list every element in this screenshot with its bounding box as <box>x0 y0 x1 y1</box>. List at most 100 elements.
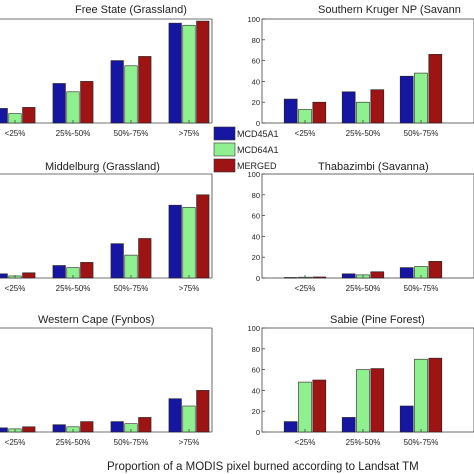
bar-mcd45a1 <box>52 83 66 124</box>
y-tick-label: 80 <box>252 191 260 200</box>
bar-mcd45a1 <box>283 421 298 433</box>
y-tick-label: 60 <box>252 212 260 221</box>
x-tick-label: 50%-75% <box>404 129 439 138</box>
bar-mcd64a1 <box>298 381 312 433</box>
bar-merged <box>22 272 36 279</box>
bar-merged <box>370 271 385 279</box>
bar-merged <box>138 238 152 279</box>
legend-swatch-mcd64a1 <box>213 142 236 157</box>
y-tick-label: 40 <box>252 232 260 241</box>
legend: MCD45A1 MCD64A1 MERGED <box>213 126 279 173</box>
bar-merged <box>370 368 385 433</box>
x-tick-label: 25%-50% <box>346 129 381 138</box>
x-tick-label: >75% <box>179 284 200 293</box>
bar-mcd45a1 <box>399 267 414 279</box>
bar-merged <box>196 390 210 433</box>
plot-area <box>261 173 474 279</box>
bar-mcd45a1 <box>283 98 298 124</box>
bar-mcd45a1 <box>168 204 182 279</box>
bar-merged <box>80 421 94 433</box>
x-tick-label: 25%-50% <box>56 284 91 293</box>
x-tick-label: <25% <box>295 129 316 138</box>
chart-title: Western Cape (Fynbos) <box>38 314 155 326</box>
bar-merged <box>80 81 94 124</box>
bar-mcd45a1 <box>399 405 414 433</box>
bar-mcd64a1 <box>66 91 80 124</box>
legend-entry: MCD64A1 <box>213 142 279 157</box>
bar-merged <box>428 357 443 433</box>
x-tick-label: <25% <box>5 438 26 447</box>
bar-merged <box>196 194 210 279</box>
x-axis-label: Proportion of a MODIS pixel burned accor… <box>107 461 419 473</box>
x-tick-label: <25% <box>5 284 26 293</box>
bar-merged <box>312 101 327 124</box>
legend-swatch-merged <box>213 158 236 173</box>
x-tick-label: 50%-75% <box>114 438 149 447</box>
bar-mcd64a1 <box>182 206 196 279</box>
bar-mcd64a1 <box>356 369 370 433</box>
bar-mcd64a1 <box>124 65 138 124</box>
x-tick-label: >75% <box>179 438 200 447</box>
chart-panel: Western Cape (Fynbos) <25% 25%-50% 50%-75% >… <box>0 314 213 447</box>
bar-merged <box>312 276 327 279</box>
chart-panel: Middelburg (Grassland) <25% 25%-50% 50%-75%… <box>0 161 213 293</box>
y-tick-label: 100 <box>247 170 260 179</box>
bar-mcd45a1 <box>283 277 298 279</box>
x-tick-label: <25% <box>5 129 26 138</box>
chart-title: Sabie (Pine Forest) <box>330 314 425 326</box>
bar-mcd45a1 <box>168 22 182 124</box>
y-tick-label: 0 <box>256 274 260 283</box>
x-tick-label: >75% <box>179 129 200 138</box>
bar-mcd45a1 <box>0 108 8 124</box>
bar-mcd45a1 <box>110 243 124 279</box>
chart-title: Free State (Grassland) <box>75 4 187 16</box>
bar-merged <box>370 89 385 124</box>
bar-merged <box>428 54 443 124</box>
bar-mcd45a1 <box>341 273 356 279</box>
y-tick-label: 20 <box>252 98 260 107</box>
bar-merged <box>22 426 36 433</box>
chart-panel: 0 20 40 60 80 100 Sabie (Pine Forest) <25% 25%-5… <box>247 314 474 447</box>
x-tick-label: 50%-75% <box>114 129 149 138</box>
bar-merged <box>196 20 210 124</box>
bar-mcd64a1 <box>182 24 196 124</box>
y-tick-label: 0 <box>256 428 260 437</box>
y-tick-label: 40 <box>252 77 260 86</box>
bar-merged <box>22 107 36 124</box>
x-tick-label: 50%-75% <box>404 284 439 293</box>
x-tick-label: 25%-50% <box>346 438 381 447</box>
bar-mcd45a1 <box>341 91 356 124</box>
legend-entry: MCD45A1 <box>213 126 279 141</box>
bar-mcd45a1 <box>52 424 66 433</box>
y-tick-label: 20 <box>252 407 260 416</box>
chart-title: Southern Kruger NP (Savann <box>318 4 461 16</box>
bar-mcd45a1 <box>0 273 8 279</box>
legend-label: MCD45A1 <box>237 129 279 139</box>
x-tick-label: 50%-75% <box>114 284 149 293</box>
bar-mcd45a1 <box>52 265 66 279</box>
x-tick-label: <25% <box>295 284 316 293</box>
chart-title: Thabazimbi (Savanna) <box>318 161 429 173</box>
bar-merged <box>138 417 152 433</box>
x-tick-label: 25%-50% <box>346 284 381 293</box>
legend-entry: MERGED <box>213 158 277 173</box>
y-tick-label: 20 <box>252 253 260 262</box>
bar-mcd45a1 <box>168 398 182 433</box>
y-tick-label: 100 <box>247 324 260 333</box>
y-tick-label: 100 <box>247 15 260 24</box>
bar-mcd64a1 <box>124 254 138 279</box>
chart-panel: Free State (Grassland) <25% 25%-50% 50%-75%… <box>0 4 213 138</box>
x-tick-label: 50%-75% <box>404 438 439 447</box>
x-tick-label: <25% <box>295 438 316 447</box>
chart-title: Middelburg (Grassland) <box>45 161 160 173</box>
bar-mcd64a1 <box>356 101 370 124</box>
bar-merged <box>138 56 152 124</box>
y-tick-label: 80 <box>252 36 260 45</box>
y-tick-label: 0 <box>256 119 260 128</box>
bar-mcd64a1 <box>414 72 428 124</box>
legend-label: MERGED <box>237 161 277 171</box>
bar-mcd64a1 <box>414 358 428 433</box>
legend-swatch-mcd45a1 <box>213 126 236 141</box>
chart-panel: 0 20 40 60 80 100 Thabazimbi (Savanna) <25% 25%-… <box>247 161 474 293</box>
bar-mcd45a1 <box>110 421 124 433</box>
